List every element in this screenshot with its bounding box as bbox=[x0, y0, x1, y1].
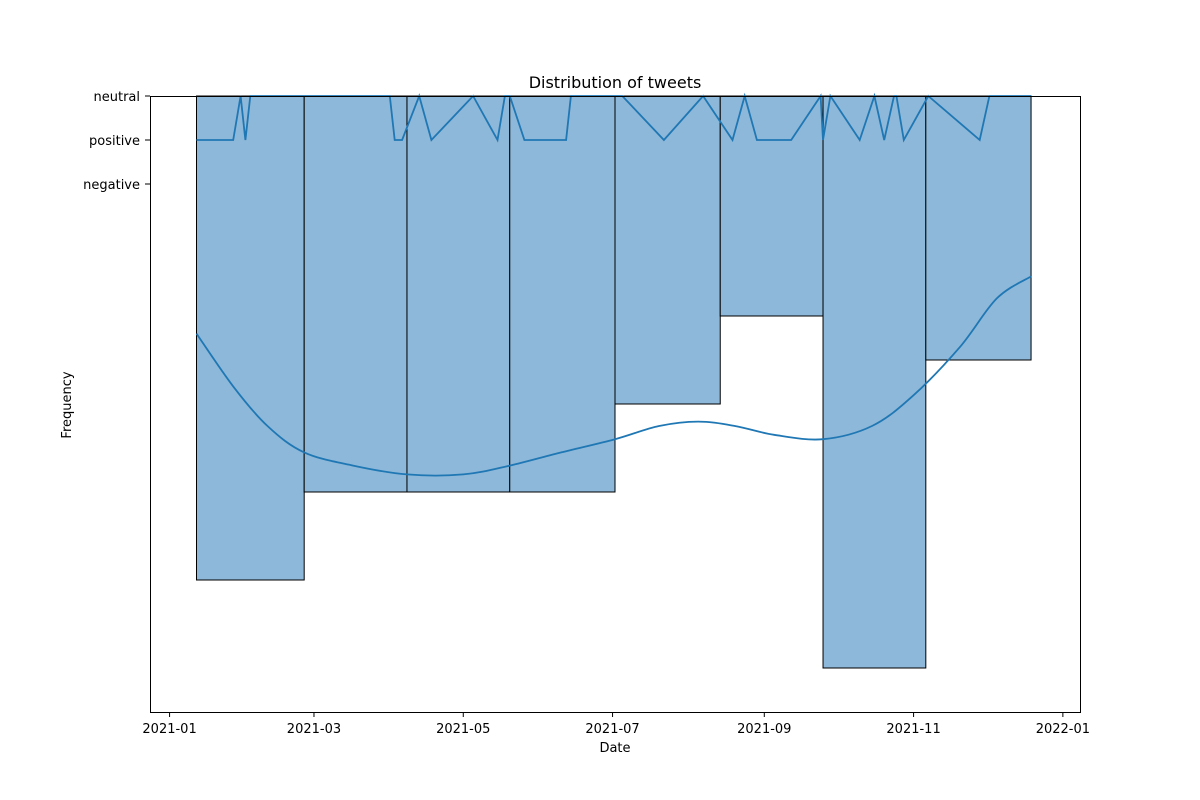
x-tick-label: 2021-11 bbox=[886, 722, 940, 737]
y-tick-label: neutral bbox=[94, 90, 141, 105]
kde-curve bbox=[195, 275, 1032, 477]
histogram-bar bbox=[719, 95, 824, 317]
x-axis-ticks: 2021-01 2021-03 2021-05 2021-07 2021-09 2021-… bbox=[142, 712, 1090, 737]
histogram-bar bbox=[406, 95, 511, 493]
histogram-bar bbox=[196, 95, 305, 581]
chart-title: Distribution of tweets bbox=[529, 73, 702, 92]
x-tick-label: 2021-03 bbox=[287, 722, 341, 737]
y-axis-label: Frequency bbox=[60, 371, 75, 438]
x-tick-label: 2022-01 bbox=[1036, 722, 1090, 737]
plot-frame bbox=[150, 96, 1081, 713]
histogram-bar bbox=[509, 95, 616, 493]
sentiment-line-path bbox=[196, 92, 1032, 143]
y-tick-label: negative bbox=[83, 178, 140, 193]
x-tick-label: 2021-09 bbox=[737, 722, 791, 737]
y-axis-ticks: neutral positive negative bbox=[83, 90, 150, 193]
x-tick-label: 2021-01 bbox=[142, 722, 196, 737]
y-tick-label: positive bbox=[89, 134, 140, 149]
histogram-bar bbox=[303, 95, 408, 493]
sentiment-line bbox=[196, 92, 1032, 143]
x-tick-label: 2021-05 bbox=[436, 722, 490, 737]
x-tick-label: 2021-07 bbox=[585, 722, 639, 737]
histogram-bar bbox=[822, 95, 927, 669]
x-axis-label: Date bbox=[599, 741, 630, 756]
kde-line bbox=[195, 275, 1032, 477]
histogram-bar bbox=[925, 95, 1032, 361]
histogram-bars bbox=[196, 95, 1032, 669]
histogram-bar bbox=[614, 95, 721, 405]
